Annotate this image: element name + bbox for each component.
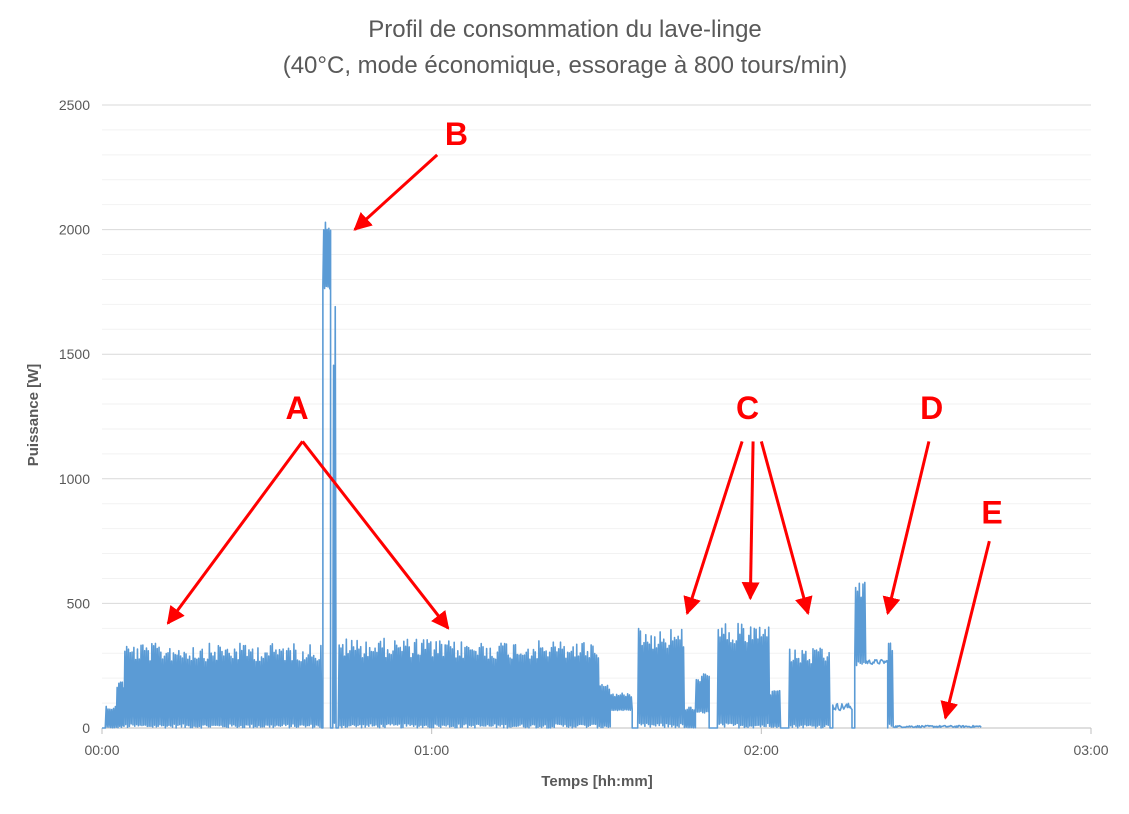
annotation-label-c: C <box>736 390 759 426</box>
annotation-arrow-a <box>166 440 304 625</box>
axes: 0 500 1000 1500 2000 2500 00:00 01:00 02:00 03:00 <box>59 97 1109 758</box>
annotation-label-e: E <box>981 495 1002 531</box>
annotation-arrow-d <box>882 441 931 616</box>
y-axis-title: Puissance [W] <box>25 364 42 467</box>
data-series <box>102 221 982 729</box>
labels: Profil de consommation du lave-linge (40… <box>25 16 847 790</box>
x-tick-label: 03:00 <box>1073 742 1108 758</box>
y-tick-label: 2500 <box>59 97 90 113</box>
annotation-d: D <box>882 390 943 616</box>
y-tick-label: 1000 <box>59 471 90 487</box>
annotation-a: A <box>166 390 450 630</box>
annotation-arrow-b <box>353 153 439 231</box>
chart-title-line2: (40°C, mode économique, essorage à 800 t… <box>283 52 848 79</box>
y-tick-label: 1500 <box>59 346 90 362</box>
x-tick-label: 02:00 <box>744 742 779 758</box>
annotations: A B C D E <box>166 116 1003 720</box>
annotation-arrow-c <box>759 441 813 616</box>
annotation-b: B <box>353 116 468 231</box>
x-tick-label: 01:00 <box>414 742 449 758</box>
annotation-label-b: B <box>445 116 468 152</box>
chart-title-line1: Profil de consommation du lave-linge <box>368 16 762 43</box>
annotation-label-a: A <box>285 390 308 426</box>
annotation-e: E <box>940 495 1003 720</box>
series-line-0 <box>102 221 982 729</box>
gridlines <box>102 104 1091 704</box>
x-axis-title: Temps [hh:mm] <box>541 773 652 790</box>
annotation-arrow-a <box>301 440 450 630</box>
y-tick-label: 2000 <box>59 222 90 238</box>
annotation-arrow-e <box>940 540 991 720</box>
annotation-label-d: D <box>920 390 943 426</box>
annotation-c: C <box>683 390 813 616</box>
annotation-arrow-c <box>741 441 760 601</box>
y-tick-label: 0 <box>82 720 90 736</box>
y-tick-label: 500 <box>67 595 91 611</box>
x-tick-label: 00:00 <box>84 742 119 758</box>
annotation-arrow-c <box>683 440 744 616</box>
